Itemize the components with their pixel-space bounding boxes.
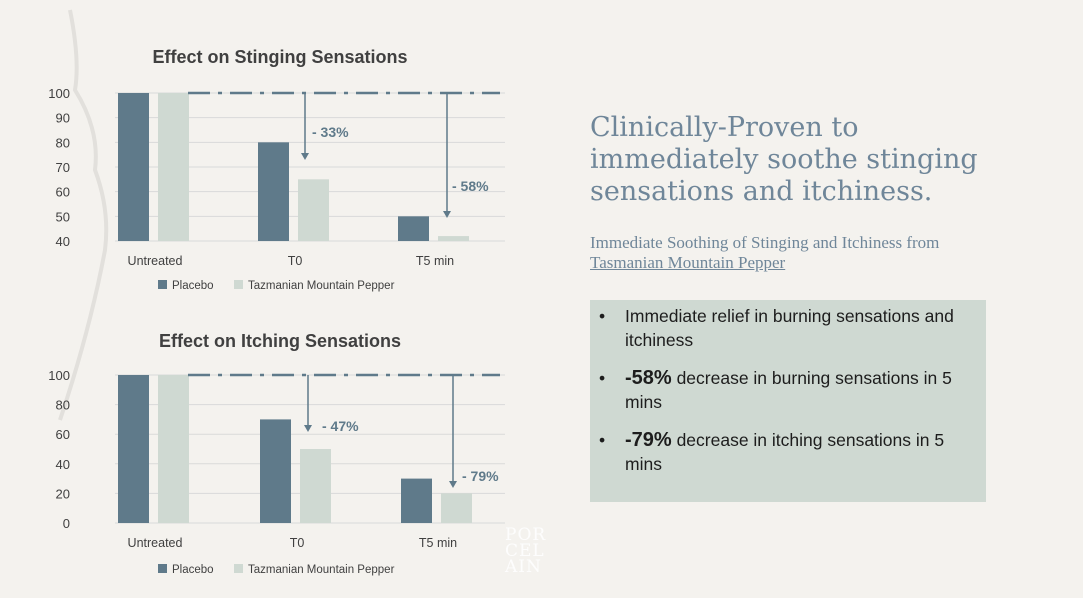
x-tick-label: T5 min (419, 536, 457, 550)
arrow-head-icon (301, 153, 309, 160)
legend-swatch (234, 280, 243, 289)
bar-placebo (258, 142, 289, 241)
x-tick-label: Untreated (128, 254, 183, 268)
legend-label: Placebo (172, 280, 214, 292)
y-tick-label: 80 (56, 135, 70, 150)
x-tick-label: T0 (290, 536, 305, 550)
bar-tazmanian-mountain-pepper (438, 236, 469, 241)
reduction-label: - 47% (322, 418, 359, 434)
reduction-label: - 79% (462, 468, 499, 484)
subtitle-text: Immediate Soothing of Stinging and Itchi… (590, 233, 940, 252)
x-tick-label: T0 (288, 254, 303, 268)
y-tick-label: 0 (63, 516, 70, 531)
marble-vein (58, 9, 109, 421)
reduction-label: - 58% (452, 178, 489, 194)
reduction-label: - 33% (312, 124, 349, 140)
legend-swatch (234, 564, 243, 573)
subtitle-link: Tasmanian Mountain Pepper (590, 253, 786, 272)
arrow-head-icon (304, 425, 312, 432)
bar-tazmanian-mountain-pepper (441, 493, 472, 523)
bar-placebo (118, 375, 149, 523)
y-tick-label: 40 (56, 234, 70, 249)
x-tick-label: T5 min (416, 254, 454, 268)
legend-label: Tazmanian Mountain Pepper (248, 564, 395, 576)
chart-title: Effect on Itching Sensations (159, 331, 401, 351)
y-tick-label: 80 (56, 398, 70, 413)
bar-tazmanian-mountain-pepper (300, 449, 331, 523)
bullet-1: Immediate relief in burning sensations a… (599, 304, 975, 352)
legend-swatch (158, 564, 167, 573)
bar-tazmanian-mountain-pepper (158, 375, 189, 523)
brand-logo: POR CEL AIN (505, 525, 547, 577)
bar-placebo (260, 419, 291, 523)
bar-tazmanian-mountain-pepper (298, 179, 329, 241)
y-tick-label: 90 (56, 111, 70, 126)
y-tick-label: 100 (48, 86, 70, 101)
bullet-2: -58% decrease in burning sensations in 5… (599, 366, 975, 414)
bar-tazmanian-mountain-pepper (158, 93, 189, 241)
x-tick-label: Untreated (128, 536, 183, 550)
y-tick-label: 70 (56, 160, 70, 175)
bullet-3: -79% decrease in itching sensations in 5… (599, 428, 975, 476)
y-tick-label: 60 (56, 185, 70, 200)
arrow-head-icon (443, 211, 451, 218)
y-tick-label: 40 (56, 457, 70, 472)
y-tick-label: 50 (56, 209, 70, 224)
y-tick-label: 20 (56, 486, 70, 501)
y-tick-label: 60 (56, 427, 70, 442)
benefits-box: Immediate relief in burning sensations a… (590, 300, 986, 502)
legend-swatch (158, 280, 167, 289)
headline: Clinically-Proven to immediately soothe … (590, 112, 978, 207)
subtitle: Immediate Soothing of Stinging and Itchi… (590, 233, 950, 273)
legend-label: Placebo (172, 564, 214, 576)
y-tick-label: 100 (48, 368, 70, 383)
legend-label: Tazmanian Mountain Pepper (248, 280, 395, 292)
bar-placebo (398, 216, 429, 241)
arrow-head-icon (449, 481, 457, 488)
bar-placebo (401, 478, 432, 523)
bar-placebo (118, 93, 149, 241)
chart-title: Effect on Stinging Sensations (152, 47, 407, 67)
